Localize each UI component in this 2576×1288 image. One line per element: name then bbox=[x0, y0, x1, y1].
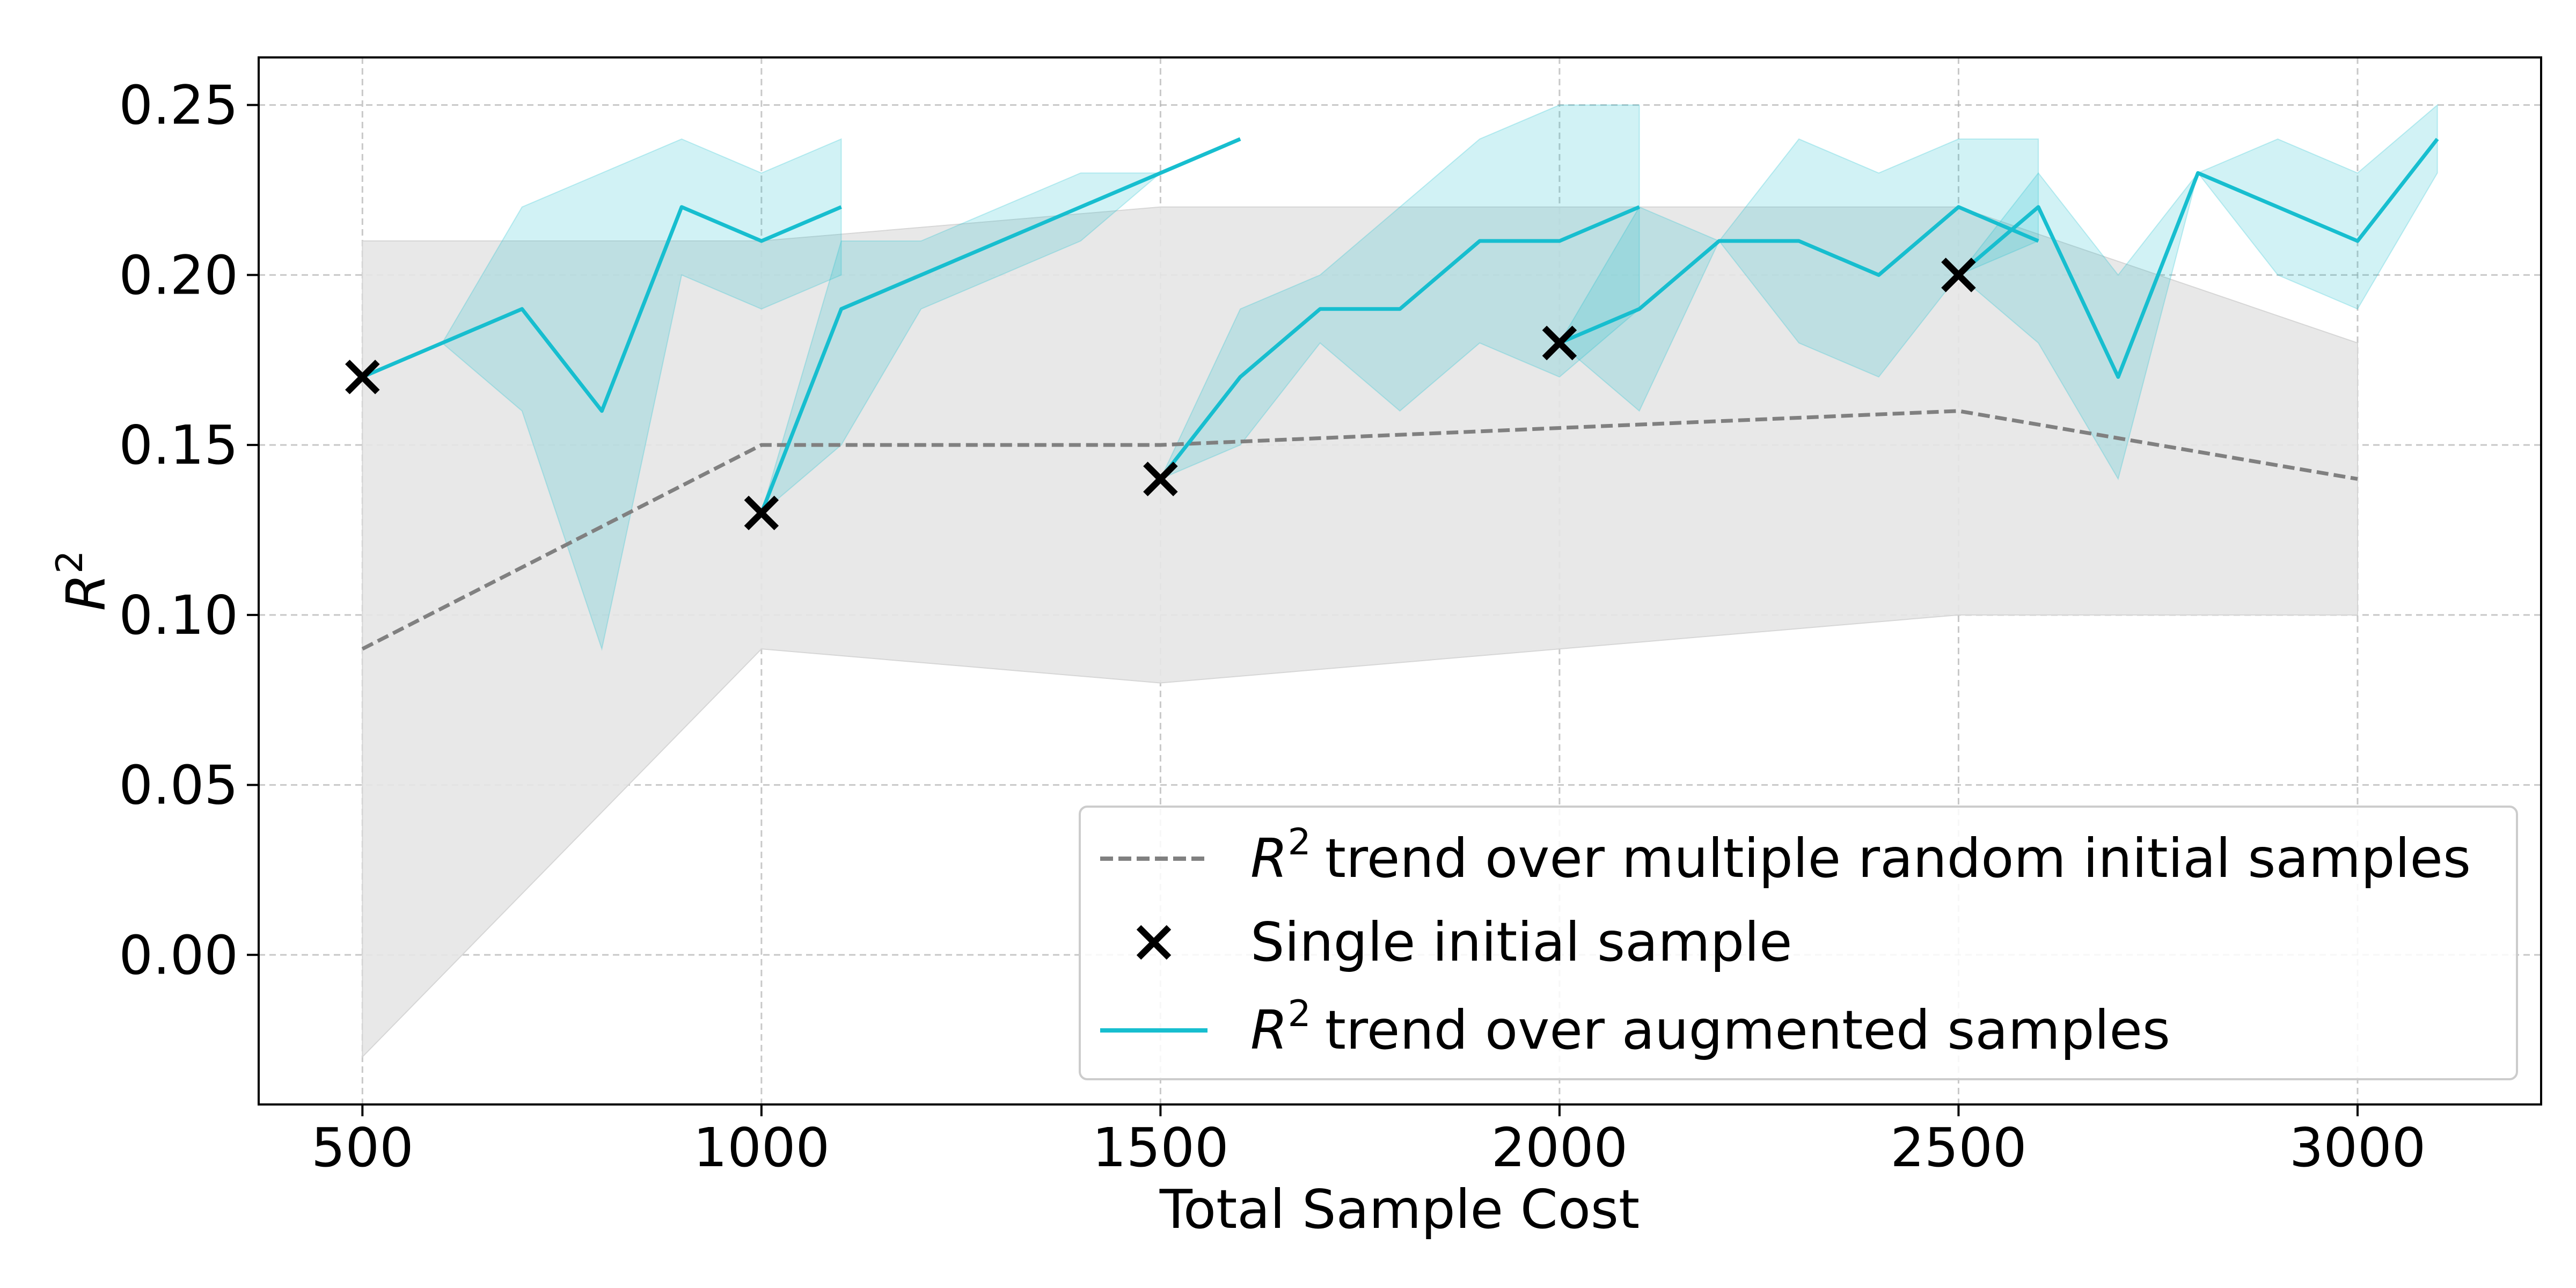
legend-random-trend-symbol: R bbox=[1250, 827, 1287, 890]
random-trend-band bbox=[362, 206, 2358, 1058]
confidence-bands bbox=[362, 104, 2438, 1058]
legend-augmented-trend-label: R2 trend over augmented samples bbox=[1250, 993, 2170, 1062]
y-axis-ticks: 0.00 0.05 0.10 0.15 0.20 0.25 bbox=[119, 74, 259, 986]
initial-sample-marker-stroke bbox=[345, 360, 380, 394]
augmented-band-3 bbox=[1159, 104, 1640, 480]
x-tick-label: 3000 bbox=[2289, 1116, 2426, 1179]
y-tick-label: 0.25 bbox=[119, 74, 238, 137]
x-axis-ticks: 500 1000 1500 2000 2500 3000 bbox=[311, 1104, 2426, 1179]
initial-sample-marker bbox=[744, 495, 779, 531]
y-tick-label: 0.00 bbox=[119, 924, 238, 986]
initial-sample-marker-stroke bbox=[744, 495, 779, 531]
augmented-trend-line-1 bbox=[361, 205, 842, 413]
augmented-trend-line-5 bbox=[1957, 137, 2439, 379]
augmented-band-4 bbox=[1558, 138, 2039, 412]
x-tick-label: 2000 bbox=[1491, 1116, 1628, 1179]
x-tick-label: 1500 bbox=[1092, 1116, 1229, 1179]
augmented-trend-line-2 bbox=[759, 137, 1241, 514]
y-tick-label: 0.15 bbox=[119, 414, 238, 477]
initial-sample-marker bbox=[345, 360, 380, 394]
series-lines bbox=[361, 137, 2439, 651]
y-axis-title: R2 bbox=[49, 551, 118, 611]
initial-sample-marker bbox=[1542, 325, 1577, 361]
y-tick-label: 0.10 bbox=[119, 584, 238, 647]
augmented-trend-line-3 bbox=[1159, 205, 1640, 480]
plot-frame bbox=[258, 56, 2542, 1106]
y-tick-label: 0.20 bbox=[119, 244, 238, 306]
initial-sample-markers bbox=[345, 258, 1976, 531]
x-tick-label: 2500 bbox=[1890, 1116, 2027, 1179]
legend-augmented-trend-superscript: 2 bbox=[1287, 993, 1311, 1035]
x-tick-label: 1000 bbox=[693, 1116, 830, 1179]
legend-initial-sample-label: Single initial sample bbox=[1250, 911, 1792, 974]
augmented-band-1 bbox=[362, 138, 842, 651]
legend-augmented-trend-text: trend over augmented samples bbox=[1325, 999, 2170, 1062]
x-tick-label: 500 bbox=[311, 1116, 414, 1179]
legend-random-trend-text: trend over multiple random initial sampl… bbox=[1325, 827, 2471, 890]
legend-initial-sample-swatch bbox=[1136, 925, 1172, 960]
legend-box bbox=[1079, 806, 2518, 1080]
initial-sample-marker-stroke bbox=[1542, 325, 1577, 361]
legend-random-trend-superscript: 2 bbox=[1287, 821, 1311, 863]
y-tick-label: 0.05 bbox=[119, 754, 238, 817]
initial-sample-marker-stroke bbox=[1941, 258, 1976, 292]
legend: R2 trend over multiple random initial sam… bbox=[1079, 806, 2518, 1080]
initial-sample-marker bbox=[1941, 258, 1976, 292]
augmented-trend-line-4 bbox=[1558, 205, 2039, 345]
legend-random-trend-label: R2 trend over multiple random initial sam… bbox=[1250, 821, 2471, 890]
y-axis-title-symbol: R bbox=[55, 574, 118, 611]
initial-sample-marker-stroke bbox=[1143, 462, 1178, 496]
initial-sample-marker bbox=[1143, 462, 1178, 496]
legend-augmented-trend-symbol: R bbox=[1250, 999, 1287, 1062]
y-axis-title-superscript: 2 bbox=[49, 551, 91, 574]
x-axis-title: Total Sample Cost bbox=[1159, 1178, 1640, 1241]
